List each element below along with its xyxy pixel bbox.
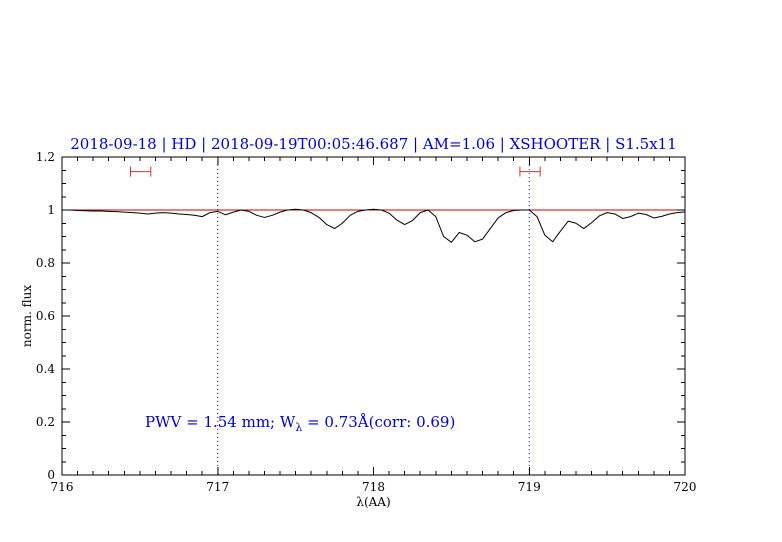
x-tick-label: 718 — [362, 480, 385, 494]
y-tick-label: 1 — [47, 203, 55, 217]
x-tick-labels: 716 717 718 719 720 — [51, 480, 697, 494]
y-tick-label: 0.4 — [36, 362, 55, 376]
pwv-annotation-lambda-sub: λ — [295, 421, 303, 434]
spectrum-series — [62, 208, 686, 243]
y-tick-labels: 0 0.2 0.4 0.6 0.8 1 1.2 — [36, 150, 55, 482]
x-tick-label: 719 — [518, 480, 541, 494]
x-tick-label: 717 — [206, 480, 229, 494]
x-tick-label: 720 — [674, 480, 697, 494]
y-tick-label: 1.2 — [36, 150, 55, 164]
pwv-annotation-suffix: = 0.73Å(corr: 0.69) — [302, 413, 456, 431]
axis-ticks — [61, 156, 686, 476]
y-tick-label: 0.2 — [36, 415, 55, 429]
y-tick-label: 0.8 — [36, 256, 55, 270]
range-markers — [130, 166, 541, 177]
spectrum-line — [62, 208, 686, 243]
x-axis-label: λ(AA) — [356, 495, 391, 509]
y-tick-label: 0.6 — [36, 309, 55, 323]
pwv-annotation-prefix: PWV = 1.54 mm; W — [145, 413, 296, 431]
y-tick-label: 0 — [47, 468, 55, 482]
pwv-annotation: PWV = 1.54 mm; Wλ = 0.73Å(corr: 0.69) — [145, 413, 455, 434]
x-tick-label: 716 — [51, 480, 74, 494]
y-axis-label: norm. flux — [20, 284, 34, 348]
plot-title: 2018-09-18 | HD | 2018-09-19T00:05:46.68… — [70, 135, 677, 153]
